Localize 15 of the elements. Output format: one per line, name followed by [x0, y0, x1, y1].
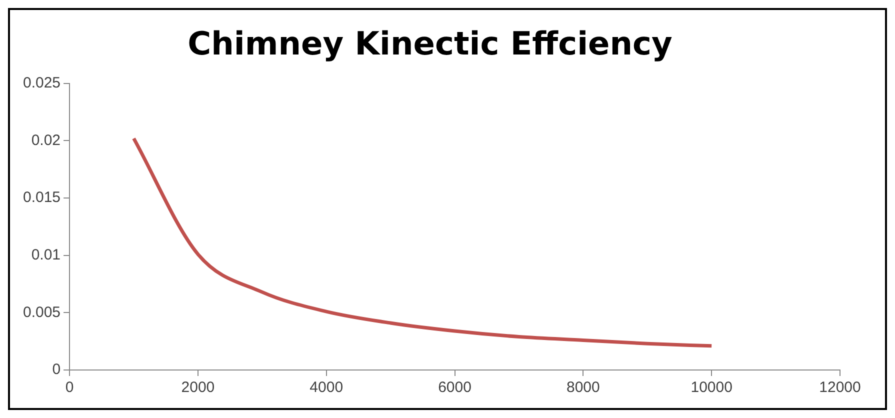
x-tick-label: 6000: [438, 379, 472, 396]
y-tick-label: 0.02: [31, 132, 61, 149]
x-tick-label: 10000: [690, 379, 732, 396]
line-series: [132, 136, 714, 348]
y-tick-label: 0.005: [22, 304, 61, 321]
y-tick-label: 0.01: [31, 246, 61, 264]
y-tick-label: 0.015: [22, 189, 61, 206]
y-tick-label: 0: [52, 361, 61, 378]
x-tick-label: 12000: [819, 379, 861, 396]
x-tick-label: 8000: [566, 379, 600, 396]
y-tick-label: 0.025: [22, 74, 61, 92]
x-tick-label: 4000: [310, 379, 344, 396]
x-tick-label: 0: [65, 379, 74, 396]
chart-title: Chimney Kinectic Effciency: [188, 24, 672, 63]
x-tick-label: 2000: [181, 379, 215, 396]
